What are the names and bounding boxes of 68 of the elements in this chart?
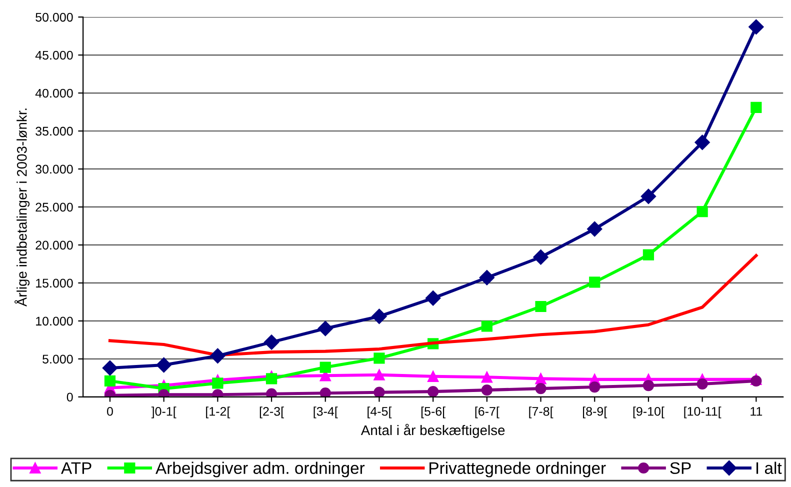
point [374,386,385,397]
legend-label: I alt [756,462,782,474]
y-tick-label: 40.000 [35,88,73,98]
legend-label: Privattegnede ordninger [430,462,606,478]
point [266,388,278,397]
y-tick-label: 15.000 [36,278,73,288]
point [642,249,654,260]
point [748,19,764,34]
point [320,362,331,373]
y-tick-label: 30.000 [36,164,73,174]
x-tick-label: [6-7[ [475,406,500,418]
point [374,369,385,380]
point [156,357,172,373]
y-tick-label: 5.000 [42,354,73,364]
y-axis-title: Årlige indbetalinger i 2003-lønkr. [14,108,30,307]
point [481,372,492,383]
x-tick-label: [4-5[ [368,406,392,418]
point [320,388,331,397]
legend-label: ATP [61,462,92,474]
point [587,221,602,237]
y-tick-label: 45.000 [35,50,73,60]
point [426,290,441,306]
point [372,308,387,324]
point [428,370,439,382]
x-tick-label: [3-4[ [314,406,338,418]
point [535,300,546,312]
x-tick-label: [7-8[ [529,406,554,418]
x-tick-label: [5-6[ [421,406,446,418]
y-tick-label: 25.000 [36,202,73,212]
point [533,250,548,265]
point [640,188,656,204]
point [428,386,439,397]
legend-label: Arbejdsgiver adm. ordninger [156,462,365,478]
point [696,206,708,218]
x-tick-label: 11 [750,407,762,416]
x-tick-label: [1-2[ [206,406,230,418]
y-tick-label: 35.000 [36,126,73,136]
x-tick-label: [9-10[ [633,406,664,418]
point [642,380,654,392]
point [374,352,385,364]
point [210,348,226,364]
x-tick-label: ]0-1[ [151,406,176,418]
point [318,320,333,336]
point [696,378,708,390]
y-tick-label: 10.000 [36,316,73,326]
x-axis-title: Antal i år beskæftigelse [360,424,505,438]
y-tick-label: 20.000 [36,240,73,250]
point [104,375,116,387]
point [750,102,762,114]
point [266,373,278,384]
x-tick-label: [2-3[ [260,406,284,418]
point [535,382,546,394]
y-tick-label: 50.000 [36,12,73,22]
x-tick-label: [8-9[ [583,406,608,418]
point [212,378,224,389]
y-tick-label: 0 [66,392,73,402]
x-tick-label: [10-11[ [684,406,722,418]
point [264,334,280,350]
point [535,373,546,384]
point [589,276,600,288]
point [481,320,492,332]
point [479,270,494,286]
point [481,384,492,396]
point [102,360,118,376]
point [694,134,710,150]
x-tick-label: 0 [106,406,113,416]
point [589,381,600,393]
legend-label: SP [670,462,691,474]
